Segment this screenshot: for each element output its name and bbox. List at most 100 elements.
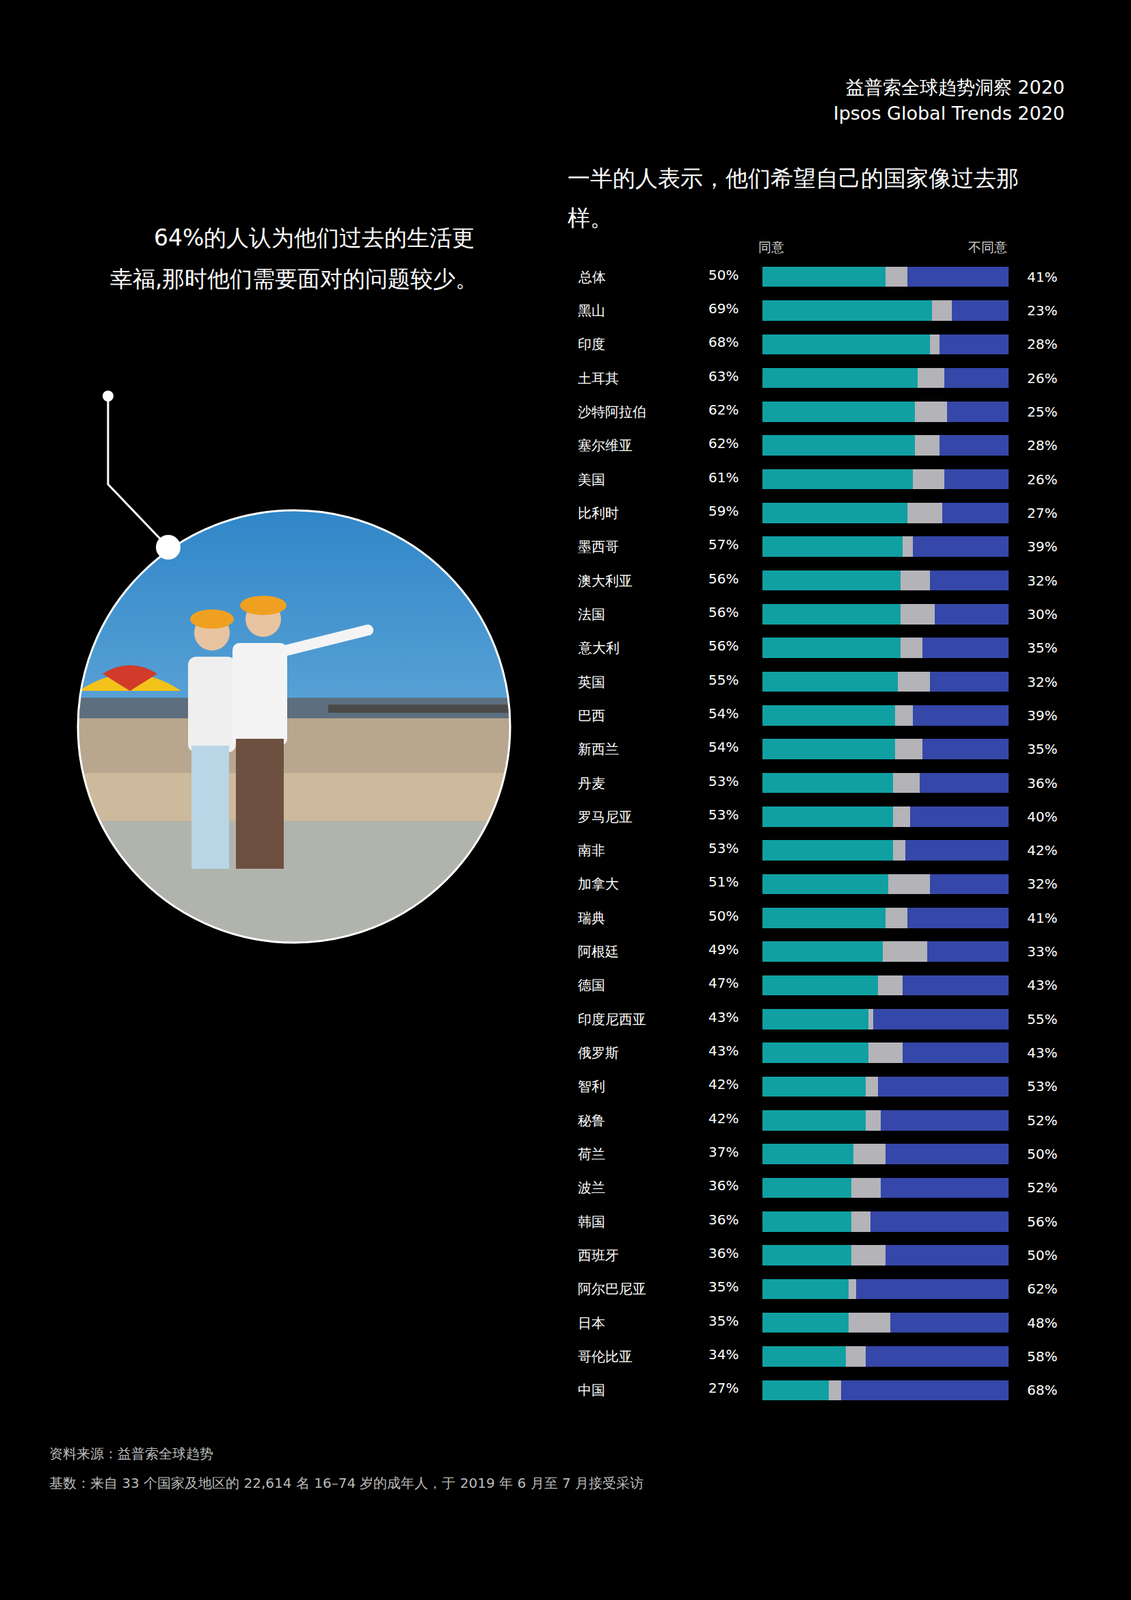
svg-text:总体: 总体 bbox=[577, 268, 606, 286]
svg-text:28%: 28% bbox=[1027, 436, 1058, 454]
svg-text:53%: 53% bbox=[1027, 1077, 1058, 1095]
svg-text:新西兰: 新西兰 bbox=[577, 740, 619, 757]
svg-text:同意: 同意 bbox=[758, 239, 785, 255]
svg-text:55%: 55% bbox=[1027, 1010, 1058, 1028]
svg-text:33%: 33% bbox=[1027, 942, 1058, 960]
svg-text:32%: 32% bbox=[1027, 875, 1058, 892]
svg-text:沙特阿拉伯: 沙特阿拉伯 bbox=[577, 403, 647, 420]
svg-text:32%: 32% bbox=[1027, 572, 1058, 589]
svg-text:35%: 35% bbox=[708, 1312, 739, 1329]
svg-text:阿根廷: 阿根廷 bbox=[577, 942, 619, 960]
svg-text:40%: 40% bbox=[1027, 808, 1058, 825]
svg-text:英国: 英国 bbox=[577, 673, 606, 690]
svg-text:35%: 35% bbox=[1027, 740, 1058, 757]
svg-text:61%: 61% bbox=[708, 469, 739, 486]
svg-text:日本: 日本 bbox=[577, 1314, 606, 1331]
svg-text:56%: 56% bbox=[708, 570, 739, 587]
svg-text:西班牙: 西班牙 bbox=[577, 1246, 619, 1263]
svg-text:美国: 美国 bbox=[577, 471, 606, 488]
svg-text:34%: 34% bbox=[708, 1345, 739, 1363]
svg-text:德国: 德国 bbox=[577, 976, 606, 993]
svg-text:波兰: 波兰 bbox=[577, 1178, 606, 1196]
svg-text:50%: 50% bbox=[1027, 1145, 1058, 1162]
svg-text:36%: 36% bbox=[708, 1211, 739, 1228]
svg-text:印度: 印度 bbox=[577, 335, 606, 353]
svg-text:瑞典: 瑞典 bbox=[577, 909, 606, 926]
svg-text:35%: 35% bbox=[708, 1278, 739, 1295]
svg-text:26%: 26% bbox=[1027, 369, 1058, 387]
svg-text:57%: 57% bbox=[708, 536, 739, 553]
svg-text:50%: 50% bbox=[1027, 1246, 1058, 1263]
svg-text:52%: 52% bbox=[1027, 1111, 1058, 1129]
svg-text:69%: 69% bbox=[708, 300, 739, 317]
svg-text:62%: 62% bbox=[1027, 1280, 1058, 1297]
svg-text:58%: 58% bbox=[1027, 1347, 1058, 1365]
svg-text:54%: 54% bbox=[708, 704, 739, 722]
svg-text:43%: 43% bbox=[708, 1008, 739, 1026]
svg-text:36%: 36% bbox=[708, 1244, 739, 1261]
svg-text:47%: 47% bbox=[708, 974, 739, 991]
svg-text:27%: 27% bbox=[1027, 504, 1058, 522]
svg-text:塞尔维亚: 塞尔维亚 bbox=[577, 436, 633, 454]
svg-text:36%: 36% bbox=[708, 1176, 739, 1194]
svg-text:68%: 68% bbox=[1027, 1381, 1058, 1398]
svg-text:秘鲁: 秘鲁 bbox=[577, 1111, 606, 1129]
svg-text:丹麦: 丹麦 bbox=[577, 774, 606, 792]
svg-text:53%: 53% bbox=[708, 772, 739, 790]
svg-text:澳大利亚: 澳大利亚 bbox=[577, 572, 633, 589]
svg-text:27%: 27% bbox=[708, 1379, 739, 1396]
svg-text:土耳其: 土耳其 bbox=[577, 369, 619, 387]
svg-text:62%: 62% bbox=[708, 401, 739, 418]
svg-text:43%: 43% bbox=[1027, 976, 1058, 993]
svg-text:罗马尼亚: 罗马尼亚 bbox=[577, 808, 633, 825]
svg-text:加拿大: 加拿大 bbox=[577, 875, 619, 892]
svg-text:中国: 中国 bbox=[577, 1381, 606, 1398]
svg-text:56%: 56% bbox=[708, 637, 739, 654]
svg-text:荷兰: 荷兰 bbox=[577, 1145, 606, 1162]
svg-text:韩国: 韩国 bbox=[577, 1213, 606, 1230]
svg-text:印度尼西亚: 印度尼西亚 bbox=[577, 1010, 647, 1028]
svg-text:59%: 59% bbox=[708, 502, 739, 520]
svg-text:55%: 55% bbox=[708, 671, 739, 688]
svg-text:39%: 39% bbox=[1027, 707, 1058, 724]
svg-text:49%: 49% bbox=[708, 940, 739, 958]
svg-text:42%: 42% bbox=[708, 1075, 739, 1093]
svg-text:39%: 39% bbox=[1027, 538, 1058, 555]
svg-text:50%: 50% bbox=[708, 266, 739, 284]
svg-text:25%: 25% bbox=[1027, 403, 1058, 420]
svg-text:37%: 37% bbox=[708, 1143, 739, 1160]
svg-text:48%: 48% bbox=[1027, 1314, 1058, 1331]
svg-text:比利时: 比利时 bbox=[577, 504, 619, 522]
svg-text:28%: 28% bbox=[1027, 335, 1058, 353]
svg-text:23%: 23% bbox=[1027, 302, 1058, 319]
svg-text:53%: 53% bbox=[708, 806, 739, 823]
svg-text:56%: 56% bbox=[1027, 1213, 1058, 1230]
svg-text:53%: 53% bbox=[708, 839, 739, 857]
svg-text:51%: 51% bbox=[708, 873, 739, 890]
svg-text:50%: 50% bbox=[708, 907, 739, 924]
svg-text:35%: 35% bbox=[1027, 639, 1058, 656]
svg-text:哥伦比亚: 哥伦比亚 bbox=[577, 1347, 633, 1365]
svg-text:墨西哥: 墨西哥 bbox=[577, 538, 619, 555]
svg-text:32%: 32% bbox=[1027, 673, 1058, 690]
svg-text:41%: 41% bbox=[1027, 909, 1058, 926]
svg-text:意大利: 意大利 bbox=[577, 639, 620, 656]
svg-text:41%: 41% bbox=[1027, 268, 1058, 286]
svg-text:不同意: 不同意 bbox=[968, 239, 1008, 255]
svg-text:30%: 30% bbox=[1027, 605, 1058, 623]
svg-text:智利: 智利 bbox=[577, 1077, 606, 1095]
svg-text:巴西: 巴西 bbox=[577, 707, 606, 724]
svg-text:56%: 56% bbox=[708, 603, 739, 621]
svg-text:68%: 68% bbox=[708, 333, 739, 351]
svg-text:52%: 52% bbox=[1027, 1178, 1058, 1196]
svg-text:62%: 62% bbox=[708, 434, 739, 452]
svg-text:36%: 36% bbox=[1027, 774, 1058, 792]
svg-text:54%: 54% bbox=[708, 738, 739, 755]
svg-text:43%: 43% bbox=[1027, 1044, 1058, 1061]
svg-text:42%: 42% bbox=[708, 1109, 739, 1127]
svg-text:阿尔巴尼亚: 阿尔巴尼亚 bbox=[577, 1280, 647, 1297]
svg-text:63%: 63% bbox=[708, 367, 739, 385]
svg-text:黑山: 黑山 bbox=[577, 302, 606, 319]
svg-text:俄罗斯: 俄罗斯 bbox=[577, 1044, 619, 1061]
svg-text:42%: 42% bbox=[1027, 841, 1058, 859]
